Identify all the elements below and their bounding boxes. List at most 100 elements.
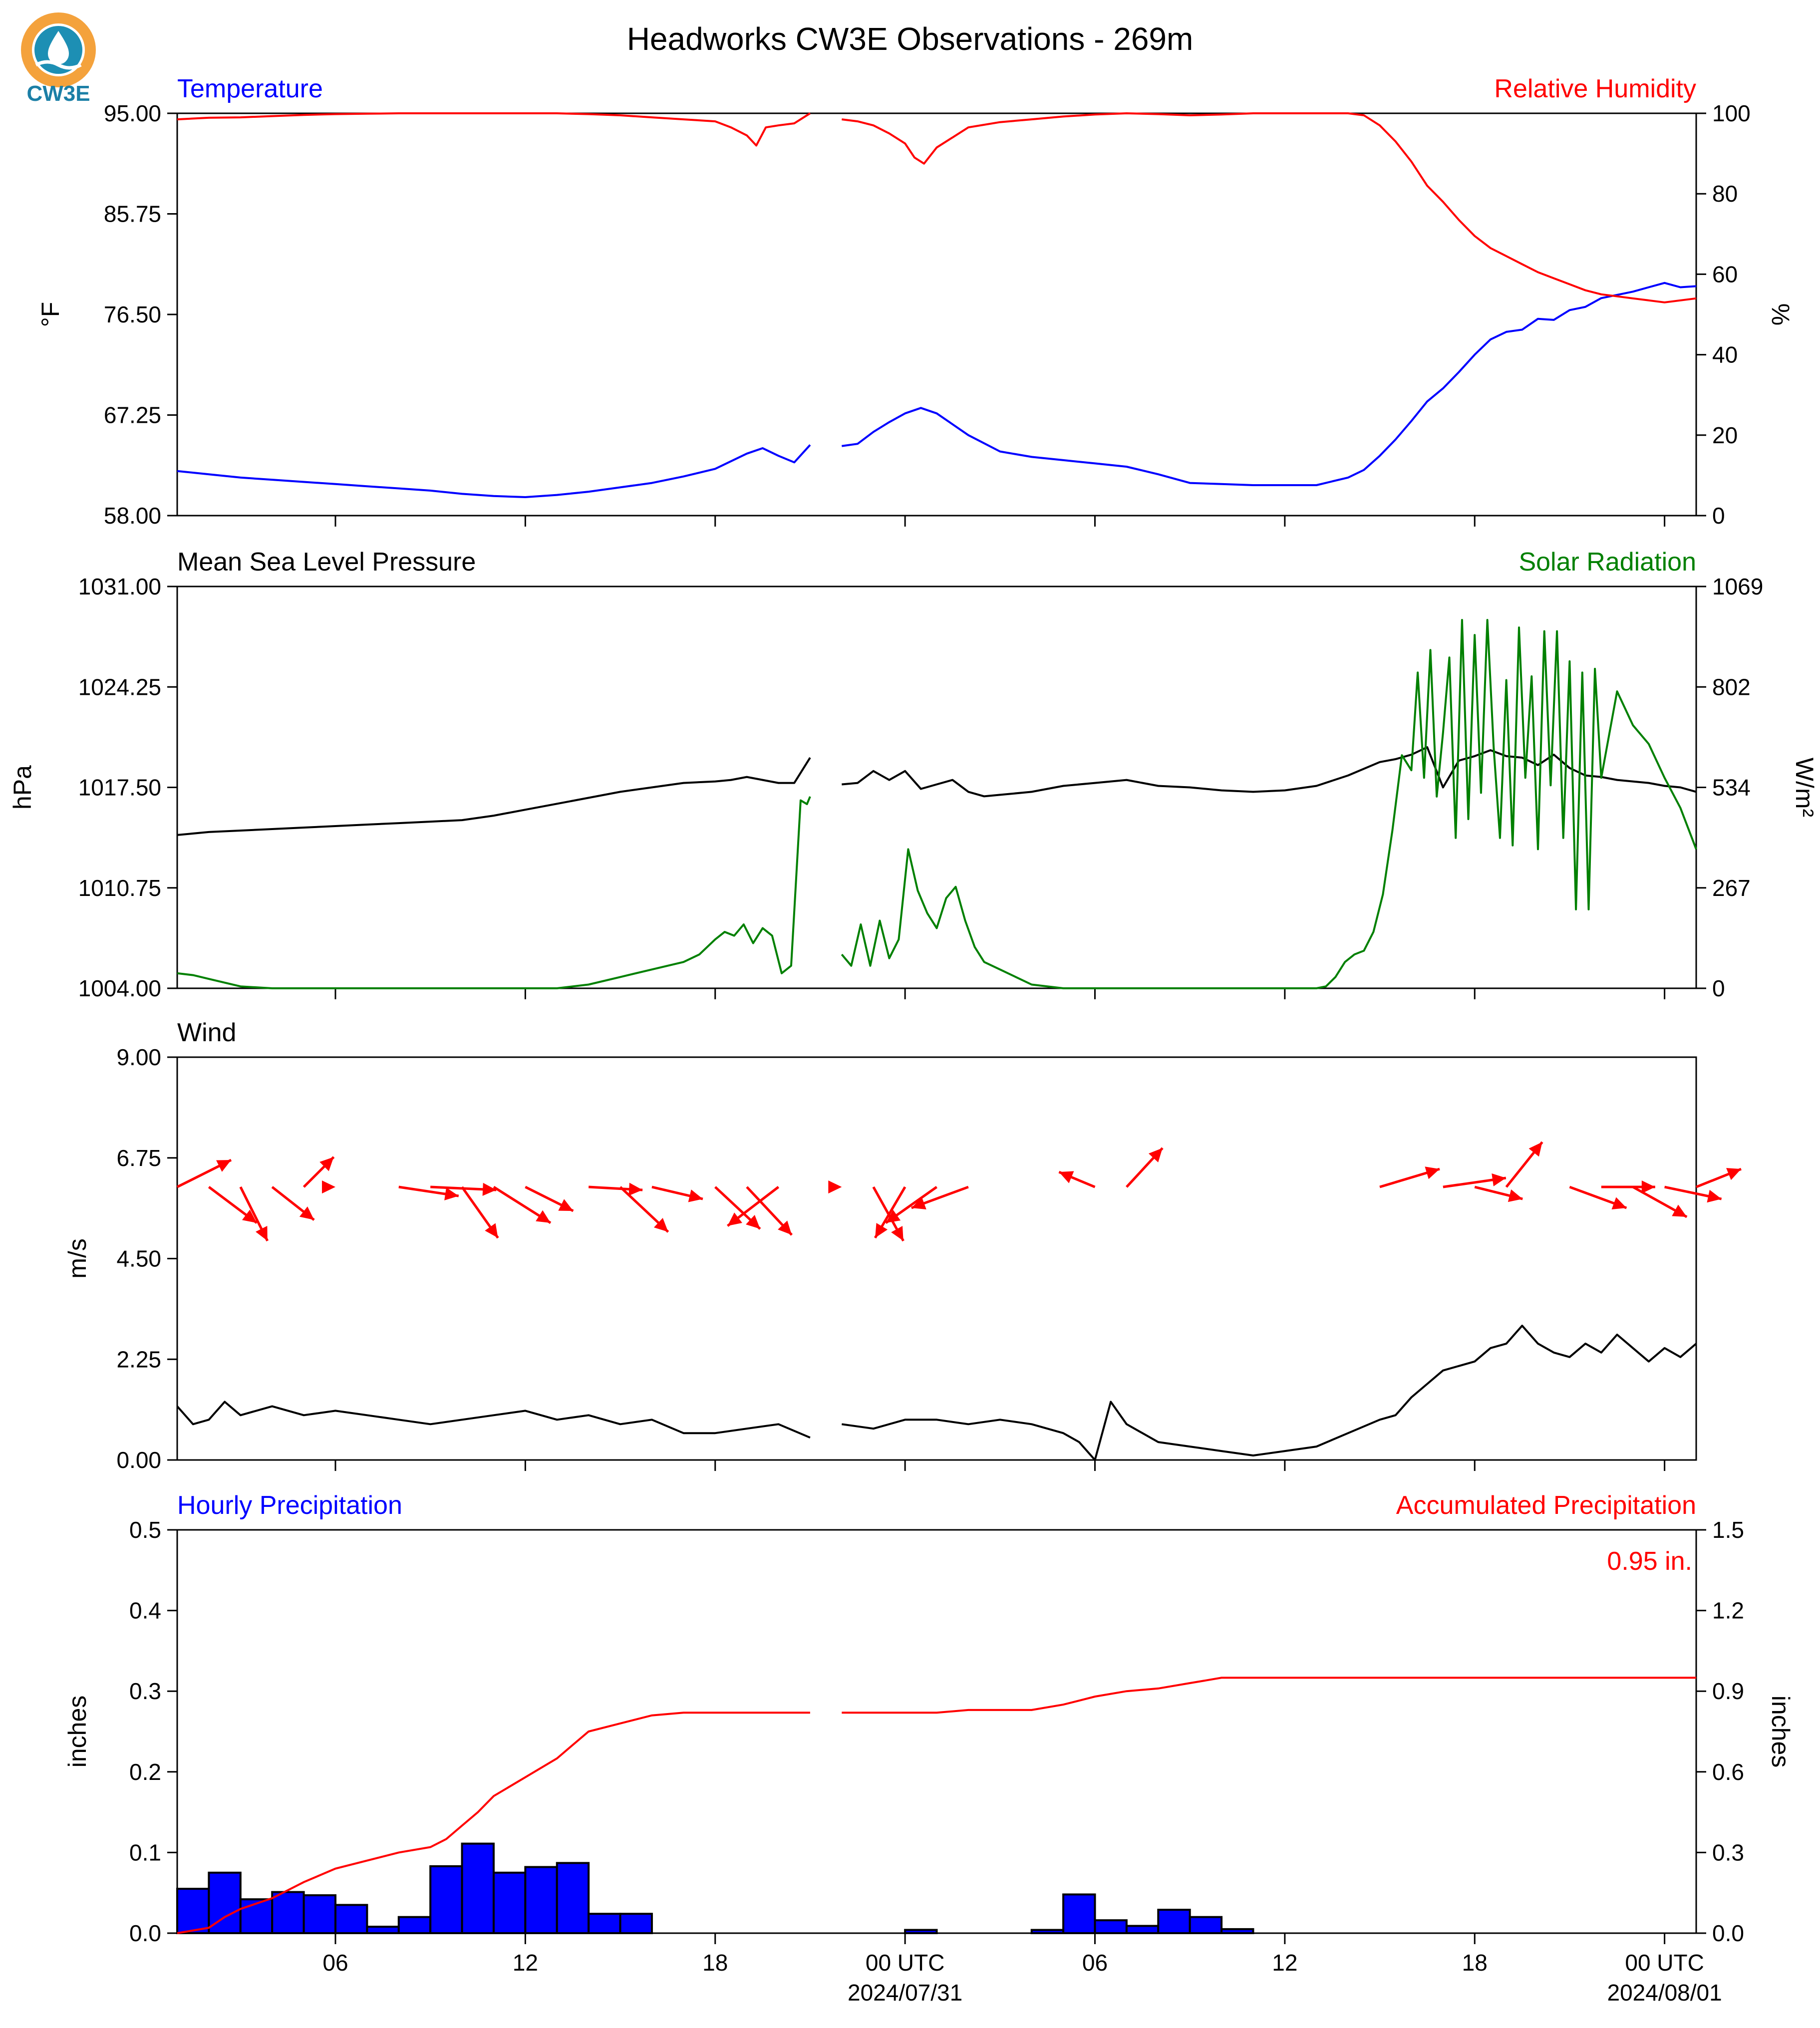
- y-left-axis-title: inches: [63, 1696, 91, 1768]
- y-right-tick-label: 60: [1712, 261, 1738, 287]
- y-left-tick-label: 0.5: [129, 1517, 161, 1543]
- wind-arrow: [746, 1186, 793, 1236]
- precip-bar: [303, 1894, 336, 1935]
- precip-bar: [366, 1926, 400, 1935]
- precip-bar: [176, 1888, 210, 1935]
- wind-arrow-head: [321, 1180, 335, 1194]
- wind-arrow: [493, 1185, 552, 1224]
- y-right-tick-label: 0.6: [1712, 1759, 1744, 1785]
- y-left-tick-label: 1017.50: [78, 775, 161, 801]
- y-left-axis-title: m/s: [63, 1238, 91, 1279]
- wind-arrow: [271, 1186, 315, 1221]
- precip-bar: [429, 1865, 463, 1935]
- accumulated-total-label: 0.95 in.: [1607, 1547, 1692, 1576]
- precip-bar: [334, 1904, 368, 1934]
- wind-arrow: [461, 1186, 499, 1239]
- wind-arrow-head: [536, 1210, 551, 1223]
- wind-arrow-head: [242, 1209, 257, 1223]
- panel-temperature-humidity: 58.00 67.25 76.50 85.75 95.00 0 20 40 60 80 100 Tem…: [36, 74, 1795, 529]
- wind-arrow: [714, 1186, 761, 1230]
- wind-arrow-head: [891, 1226, 904, 1241]
- y-left-tick-label: 67.25: [104, 402, 161, 428]
- wind-arrow-head: [558, 1199, 574, 1211]
- y-left-tick-label: 0.1: [129, 1839, 161, 1865]
- wind-arrow: [1505, 1141, 1543, 1188]
- precip-bar: [1220, 1928, 1254, 1934]
- wind-arrow: [1058, 1170, 1096, 1188]
- y-left-tick-label: 1031.00: [78, 574, 161, 599]
- y-left-tick-label: 0.0: [129, 1920, 161, 1946]
- y-left-tick-label: 58.00: [104, 503, 161, 529]
- panel-title-left: Mean Sea Level Pressure: [177, 548, 476, 577]
- precip-bar: [524, 1866, 558, 1935]
- wind-arrow: [911, 1185, 969, 1209]
- y-right-tick-label: 0: [1712, 975, 1725, 1001]
- panel-precipitation: 0.0 0.1 0.2 0.3 0.4 0.5 0.0 0.3 0.6 0.9 1.2 1.5 Hour…: [63, 1491, 1795, 1946]
- precip-bar: [556, 1862, 590, 1934]
- x-tick-label: 18: [702, 1950, 728, 1976]
- wind-arrow-head: [444, 1187, 459, 1200]
- y-right-tick-label: 1.5: [1712, 1517, 1744, 1543]
- series-line-solar-radiation: [177, 619, 1697, 989]
- wind-arrow: [1601, 1180, 1655, 1194]
- x-tick-label: 06: [1082, 1950, 1108, 1976]
- logo-ring-icon: [21, 12, 96, 87]
- y-left-tick-label: 0.00: [116, 1447, 161, 1473]
- wind-arrow: [828, 1180, 842, 1194]
- wind-arrow: [1126, 1147, 1164, 1188]
- figure-title: Headworks CW3E Observations - 269m: [627, 21, 1194, 57]
- cw3e-logo: CW3E: [21, 12, 96, 106]
- logo-wave-icon: [35, 60, 82, 70]
- panel-title-left: Wind: [177, 1018, 236, 1047]
- precip-bar: [271, 1891, 305, 1934]
- wind-arrow-head: [485, 1223, 498, 1238]
- y-left-tick-label: 0.3: [129, 1678, 161, 1704]
- series-line-wind-speed: [176, 1325, 1697, 1461]
- wind-arrow: [239, 1186, 269, 1242]
- precip-bar: [1125, 1925, 1160, 1935]
- y-left-tick-label: 9.00: [116, 1044, 161, 1070]
- y-right-axis-title: W/m²: [1791, 758, 1819, 817]
- wind-arrow: [885, 1185, 937, 1224]
- precip-bar: [397, 1916, 432, 1934]
- wind-arrow: [651, 1185, 703, 1202]
- y-left-tick-label: 85.75: [104, 201, 161, 227]
- wind-arrow-head: [1707, 1189, 1722, 1203]
- y-right-tick-label: 1.2: [1712, 1598, 1744, 1624]
- wind-arrow-head: [1425, 1166, 1440, 1179]
- y-left-tick-label: 2.25: [116, 1346, 161, 1372]
- panel-title-left: Hourly Precipitation: [177, 1491, 402, 1520]
- precip-bar: [239, 1898, 274, 1934]
- precip-bar: [1094, 1919, 1128, 1935]
- wind-arrow: [1664, 1185, 1722, 1203]
- wind-arrow: [1443, 1173, 1507, 1188]
- y-left-axis-title: hPa: [8, 765, 36, 810]
- y-right-tick-label: 1069: [1712, 574, 1763, 599]
- precip-bar: [492, 1871, 527, 1935]
- y-right-tick-label: 40: [1712, 342, 1738, 368]
- wind-arrow: [1696, 1167, 1742, 1188]
- panel-wind: 0.00 2.25 4.50 6.75 9.00 Wind m/s: [63, 1018, 1742, 1473]
- wind-arrow-head: [1641, 1180, 1655, 1194]
- y-right-tick-label: 0.9: [1712, 1678, 1744, 1704]
- y-right-tick-label: 267: [1712, 875, 1751, 901]
- y-right-tick-label: 534: [1712, 775, 1751, 801]
- wind-arrow-head: [319, 1157, 334, 1171]
- x-tick-label: 00 UTC: [1625, 1950, 1704, 1976]
- precip-bar: [904, 1929, 938, 1934]
- y-left-tick-label: 6.75: [116, 1145, 161, 1171]
- wind-arrow-head: [911, 1197, 926, 1209]
- y-left-tick-label: 76.50: [104, 301, 161, 327]
- x-tick-label: 18: [1462, 1950, 1488, 1976]
- series-line-accumulated-precipitation: [177, 1677, 1696, 1934]
- precip-bar: [588, 1913, 621, 1935]
- wind-arrow-head: [1726, 1167, 1741, 1180]
- panel-pressure-solar: 1004.00 1010.75 1017.50 1024.25 1031.00 0 267 5…: [8, 548, 1819, 1001]
- precip-bar: [619, 1913, 653, 1935]
- y-right-tick-label: 20: [1712, 422, 1738, 448]
- precip-bar: [1189, 1916, 1223, 1934]
- panel-title-right: Solar Radiation: [1518, 548, 1696, 577]
- wind-arrow-head: [1059, 1171, 1074, 1183]
- wind-arrow: [727, 1186, 780, 1227]
- wind-arrow-head: [256, 1226, 268, 1241]
